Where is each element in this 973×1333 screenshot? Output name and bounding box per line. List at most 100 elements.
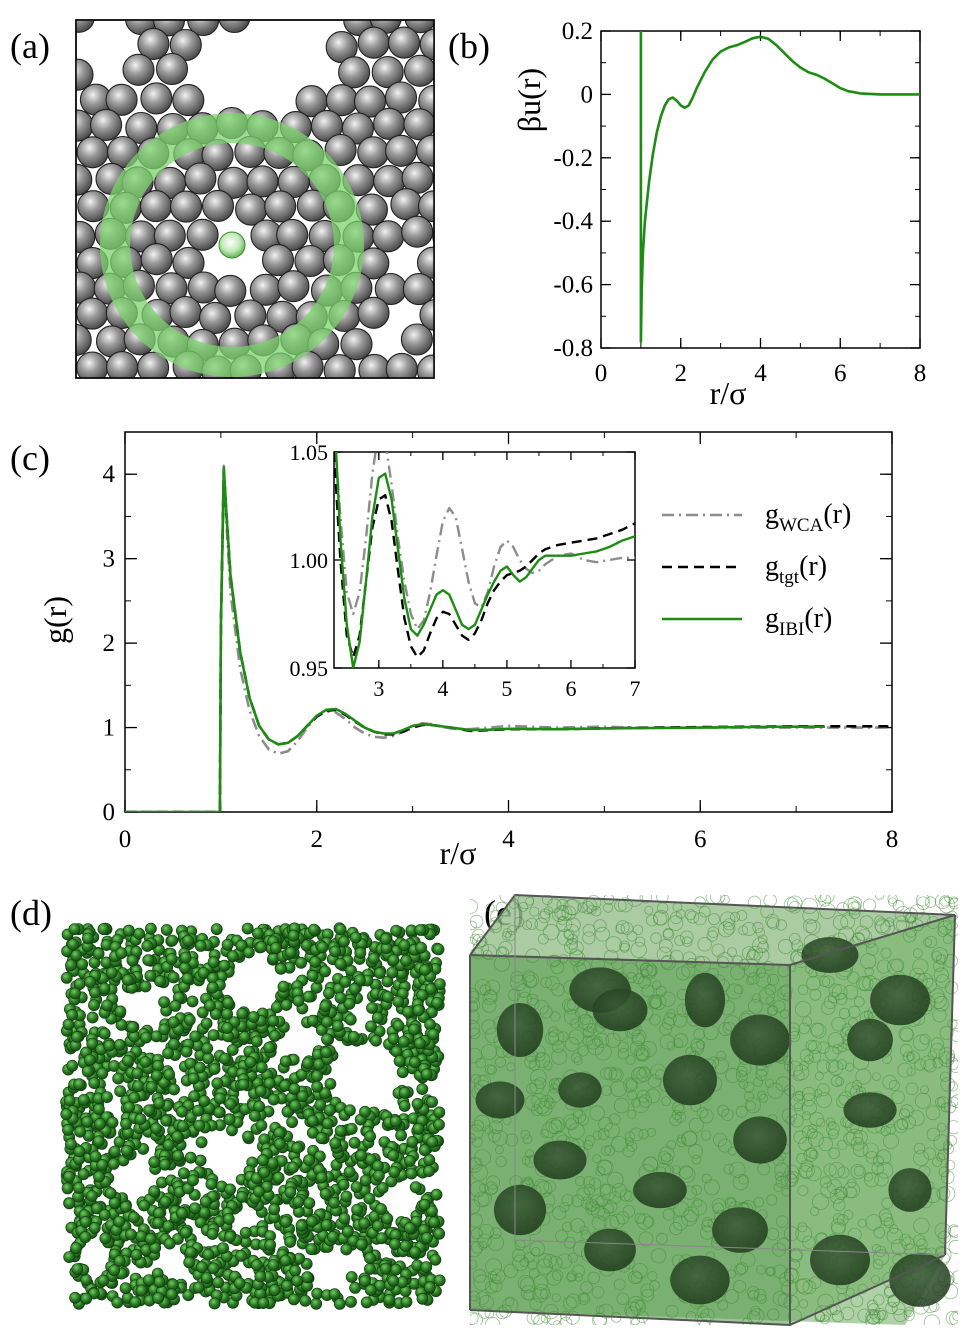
- ring-texture: [526, 993, 539, 1006]
- ring-texture: [792, 1069, 805, 1082]
- green-particle: [158, 1023, 171, 1036]
- ring-texture: [470, 1199, 481, 1214]
- ring-texture: [823, 995, 838, 1010]
- ring-texture: [688, 1143, 704, 1159]
- gray-particle: [480, 353, 511, 384]
- ring-texture: [590, 905, 602, 917]
- ring-texture: [484, 1280, 498, 1294]
- panel-c-ylabel: g(r): [37, 596, 73, 644]
- ring-texture: [666, 1008, 676, 1019]
- ring-texture: [533, 1179, 550, 1195]
- ring-texture: [551, 1269, 564, 1281]
- ring-texture: [792, 1091, 804, 1102]
- ring-texture: [534, 999, 549, 1015]
- ring-texture: [881, 1197, 893, 1209]
- green-particle: [389, 1115, 402, 1128]
- ring-texture: [746, 1286, 760, 1299]
- legend-label-1: gtgt(r): [765, 551, 827, 588]
- ring-texture: [923, 1059, 937, 1073]
- ring-texture: [828, 992, 840, 1004]
- green-particle: [70, 1242, 82, 1254]
- ring-texture: [532, 1287, 548, 1303]
- green-particle: [301, 1271, 314, 1284]
- gray-particle: [481, 243, 512, 274]
- ring-texture: [935, 974, 950, 989]
- ring-texture: [557, 1253, 573, 1269]
- ring-texture: [626, 895, 644, 907]
- ring-texture: [938, 1166, 950, 1178]
- green-particle: [167, 1016, 180, 1029]
- green-particle: [338, 1212, 351, 1225]
- ring-texture: [550, 960, 565, 975]
- green-particle: [65, 1138, 77, 1151]
- green-particle: [217, 1242, 229, 1254]
- ring-texture: [603, 1203, 614, 1214]
- green-particle: [109, 1145, 121, 1158]
- gray-particle: [264, 190, 297, 223]
- green-particle: [180, 1045, 193, 1058]
- ring-texture: [819, 1314, 830, 1325]
- ring-texture: [622, 962, 639, 979]
- green-particle: [433, 1118, 445, 1131]
- green-particle: [341, 1225, 354, 1238]
- green-particle: [206, 1228, 219, 1240]
- gray-particle: [372, 220, 405, 253]
- ring-texture: [638, 1129, 649, 1140]
- ring-texture: [487, 1234, 505, 1251]
- green-particle: [119, 1282, 132, 1295]
- green-particle: [194, 940, 207, 952]
- ring-texture: [544, 1097, 556, 1110]
- ring-texture: [485, 1258, 503, 1276]
- ring-texture: [873, 1294, 885, 1306]
- gray-particle: [170, 190, 203, 223]
- ring-texture: [700, 1130, 712, 1141]
- green-particle: [331, 1020, 344, 1032]
- panel-d-render: [60, 922, 446, 1310]
- ring-texture: [734, 1263, 747, 1276]
- ring-texture: [796, 1153, 808, 1165]
- ring-texture: [894, 906, 911, 923]
- ring-texture: [691, 1199, 708, 1216]
- ring-texture: [736, 1065, 748, 1078]
- ring-texture: [666, 1041, 676, 1051]
- ring-texture: [872, 1259, 884, 1270]
- ring-texture: [707, 926, 720, 938]
- ring-texture: [732, 955, 743, 966]
- green-particle: [372, 1220, 384, 1232]
- inset-xtick-label: 5: [501, 676, 512, 701]
- green-particle: [199, 1195, 212, 1208]
- ring-texture: [807, 1128, 818, 1139]
- ring-texture: [738, 1079, 749, 1089]
- ring-texture: [540, 976, 552, 989]
- ring-texture: [475, 1291, 490, 1305]
- ring-texture: [605, 1032, 621, 1048]
- ring-texture: [470, 1290, 480, 1302]
- ring-texture: [581, 901, 595, 915]
- panel-b-xtick-label: 2: [675, 360, 688, 387]
- ring-texture: [914, 1092, 932, 1109]
- ring-texture: [716, 1050, 727, 1061]
- green-particle: [268, 1284, 281, 1297]
- ring-texture: [767, 1308, 780, 1321]
- green-particle: [333, 1298, 346, 1310]
- gray-particle: [155, 272, 188, 305]
- ring-texture: [951, 1270, 958, 1284]
- ring-texture: [477, 1306, 491, 1319]
- green-particle: [279, 1055, 292, 1068]
- green-particle: [92, 1135, 105, 1148]
- gray-particle: [324, 133, 357, 167]
- green-particle: [98, 982, 111, 995]
- gray-particle: [76, 109, 94, 142]
- green-particle: [60, 1108, 73, 1121]
- ring-texture: [798, 1162, 815, 1180]
- panel-c-ytick-label: 2: [103, 630, 116, 657]
- green-particle: [82, 932, 94, 945]
- green-particle: [340, 1243, 353, 1256]
- green-particle: [279, 1216, 292, 1228]
- panel-b-frame: [600, 30, 921, 349]
- ring-texture: [757, 934, 768, 945]
- ring-texture: [619, 942, 630, 953]
- ring-texture: [933, 995, 950, 1012]
- ring-texture: [753, 947, 770, 964]
- green-particle: [307, 923, 320, 936]
